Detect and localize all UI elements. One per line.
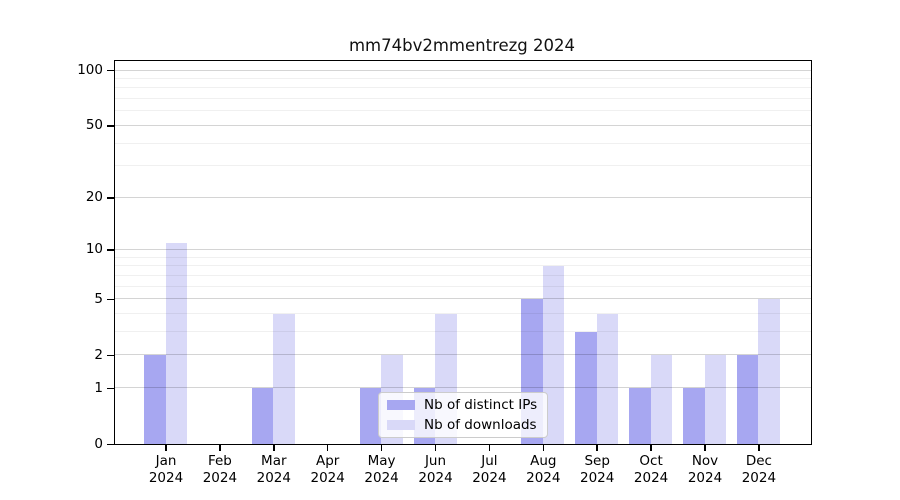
x-tick-label-jan: Jan 2024 bbox=[148, 452, 184, 486]
x-tick-label-dec: Dec 2024 bbox=[741, 452, 777, 486]
x-tick-jul bbox=[488, 444, 491, 451]
gridline-2 bbox=[115, 354, 811, 356]
y-tick-label-20: 20 bbox=[85, 189, 103, 206]
x-tick-label-jun: Jun 2024 bbox=[418, 452, 453, 486]
y-tick-label-5: 5 bbox=[94, 290, 103, 307]
legend-swatch-distinct-ips bbox=[387, 400, 415, 410]
gridline-10 bbox=[115, 249, 811, 251]
x-tick-oct bbox=[650, 444, 652, 451]
gridline-4 bbox=[115, 313, 811, 315]
bar-downloads-dec bbox=[758, 298, 780, 444]
x-tick-aug bbox=[542, 444, 545, 451]
gridline-7 bbox=[115, 274, 811, 276]
bar-downloads-aug bbox=[542, 265, 565, 444]
y-tick-label-50: 50 bbox=[85, 117, 103, 134]
gridline-40 bbox=[115, 142, 811, 144]
y-tick-20 bbox=[107, 197, 114, 199]
x-tick-jan bbox=[165, 444, 167, 451]
y-tick-label-100: 100 bbox=[77, 61, 103, 78]
y-tick-10 bbox=[107, 249, 114, 251]
gridline-100 bbox=[115, 69, 811, 71]
bar-distinct-ips-may bbox=[359, 387, 382, 444]
legend-label-distinct-ips: Nb of distinct IPs bbox=[424, 397, 538, 413]
x-tick-sep bbox=[596, 444, 598, 451]
legend-item-downloads: Nb of downloads bbox=[379, 418, 547, 433]
bar-distinct-ips-dec bbox=[736, 354, 759, 444]
y-tick-2 bbox=[107, 354, 114, 357]
gridline-80 bbox=[115, 87, 811, 89]
y-tick-0 bbox=[107, 443, 114, 446]
bar-downloads-oct bbox=[650, 354, 673, 444]
y-tick-1 bbox=[107, 387, 114, 390]
y-tick-50 bbox=[107, 125, 114, 127]
gridline-50 bbox=[115, 124, 811, 126]
legend-box: Nb of distinct IPs Nb of downloads bbox=[378, 392, 548, 438]
x-tick-feb bbox=[219, 444, 221, 451]
bar-distinct-ips-jan bbox=[144, 354, 166, 444]
x-tick-label-jul: Jul 2024 bbox=[472, 452, 507, 486]
x-tick-label-aug: Aug 2024 bbox=[526, 452, 561, 486]
bar-distinct-ips-oct bbox=[629, 387, 651, 444]
gridline-90 bbox=[115, 77, 811, 79]
chart-title: mm74bv2mmentrezg 2024 bbox=[348, 36, 576, 55]
legend-item-distinct-ips: Nb of distinct IPs bbox=[379, 398, 547, 413]
gridline-8 bbox=[115, 265, 811, 267]
bar-downloads-nov bbox=[704, 354, 726, 444]
x-tick-label-sep: Sep 2024 bbox=[580, 452, 615, 486]
gridline-1 bbox=[115, 387, 811, 389]
bar-distinct-ips-nov bbox=[683, 387, 705, 444]
bar-downloads-sep bbox=[596, 313, 619, 444]
x-tick-may bbox=[380, 444, 383, 451]
plot-area: Nb of distinct IPs Nb of downloads bbox=[114, 60, 812, 445]
gridline-6 bbox=[115, 285, 811, 287]
x-tick-label-oct: Oct 2024 bbox=[633, 452, 669, 486]
gridline-70 bbox=[115, 98, 811, 100]
gridline-30 bbox=[115, 165, 811, 167]
gridline-5 bbox=[115, 298, 811, 300]
x-tick-label-apr: Apr 2024 bbox=[310, 452, 345, 486]
bar-downloads-mar bbox=[273, 313, 295, 444]
x-tick-label-may: May 2024 bbox=[364, 452, 399, 486]
bar-distinct-ips-mar bbox=[251, 387, 274, 444]
legend-label-downloads: Nb of downloads bbox=[424, 417, 537, 433]
x-tick-label-mar: Mar 2024 bbox=[256, 452, 291, 486]
grid-layer bbox=[115, 61, 811, 444]
gridline-3 bbox=[115, 331, 811, 333]
x-tick-mar bbox=[273, 444, 275, 451]
x-tick-apr bbox=[326, 444, 329, 451]
y-tick-label-2: 2 bbox=[94, 346, 103, 363]
y-tick-100 bbox=[107, 69, 114, 72]
x-tick-dec bbox=[758, 444, 760, 451]
y-tick-5 bbox=[107, 298, 114, 301]
bar-downloads-jan bbox=[165, 242, 187, 444]
x-tick-jun bbox=[434, 444, 437, 451]
y-tick-label-10: 10 bbox=[85, 241, 103, 258]
x-tick-nov bbox=[704, 444, 706, 451]
y-tick-label-0: 0 bbox=[94, 435, 103, 452]
y-tick-label-1: 1 bbox=[94, 379, 103, 396]
gridline-20 bbox=[115, 196, 811, 198]
gridline-9 bbox=[115, 256, 811, 258]
bar-distinct-ips-sep bbox=[575, 331, 597, 444]
x-tick-label-nov: Nov 2024 bbox=[687, 452, 723, 486]
x-tick-label-feb: Feb 2024 bbox=[202, 452, 238, 486]
gridline-60 bbox=[115, 110, 811, 112]
legend-swatch-downloads bbox=[387, 420, 415, 430]
